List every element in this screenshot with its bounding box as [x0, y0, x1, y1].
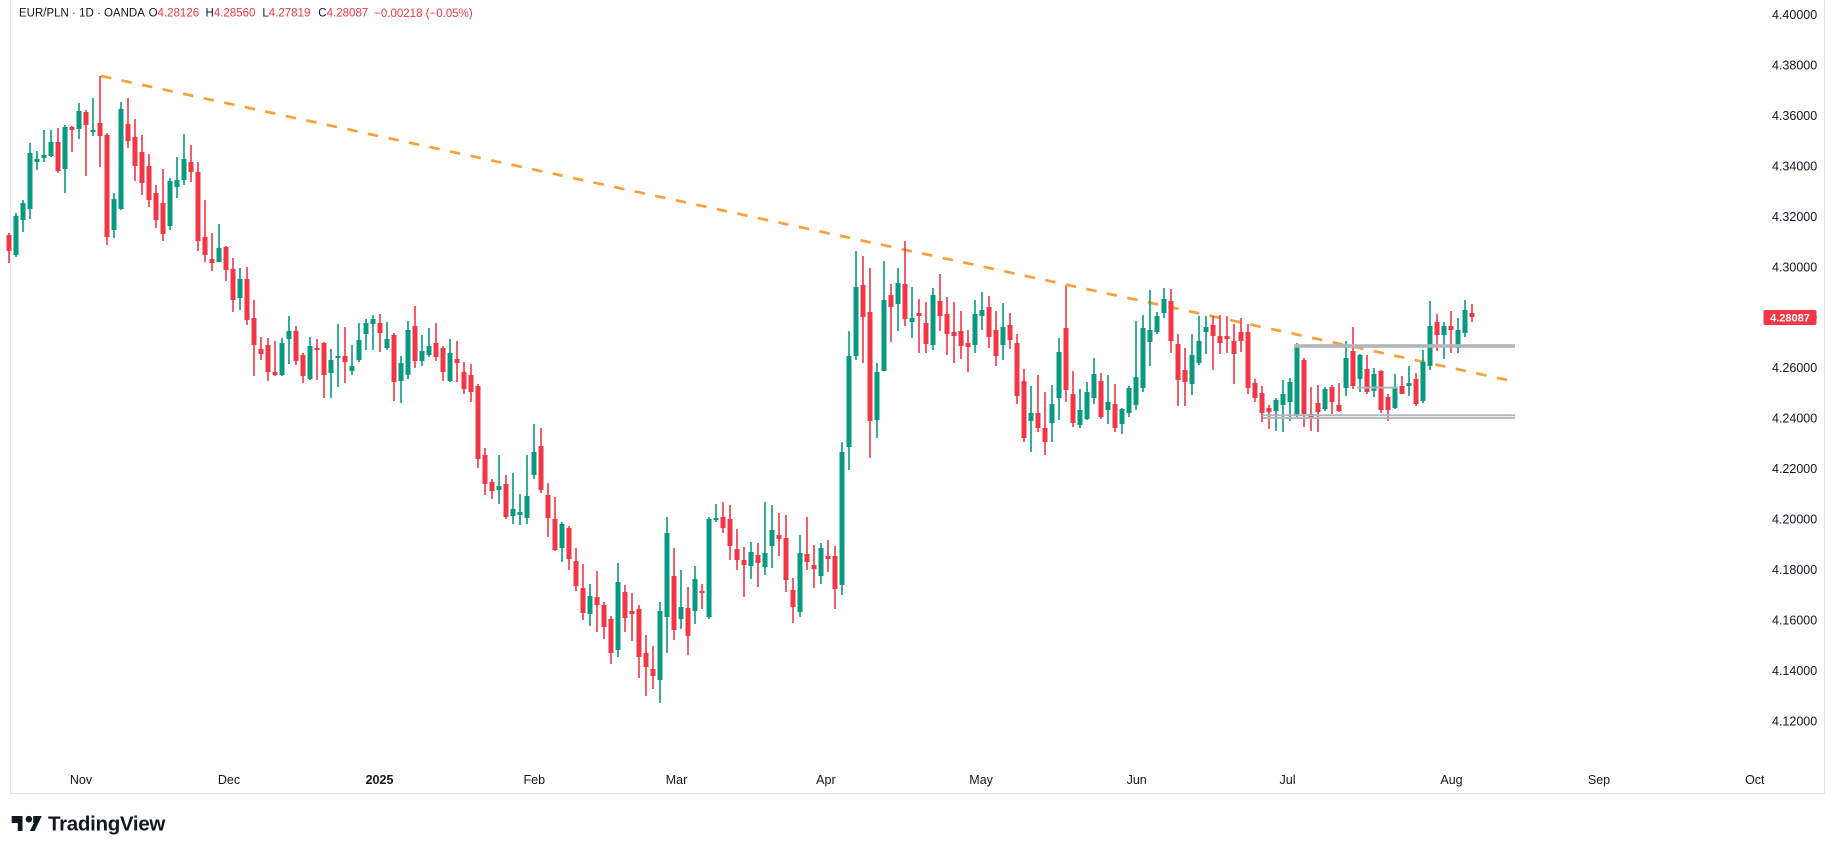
svg-text:Oct: Oct [1745, 773, 1765, 787]
svg-text:4.20000: 4.20000 [1772, 513, 1817, 527]
svg-text:4.14000: 4.14000 [1772, 664, 1817, 678]
svg-text:Mar: Mar [666, 773, 688, 787]
svg-text:4.30000: 4.30000 [1772, 260, 1817, 274]
svg-text:4.36000: 4.36000 [1772, 109, 1817, 123]
svg-text:4.18000: 4.18000 [1772, 563, 1817, 577]
svg-text:O4.28126: O4.28126 [149, 8, 200, 20]
svg-text:4.24000: 4.24000 [1772, 412, 1817, 426]
svg-text:4.38000: 4.38000 [1772, 59, 1817, 73]
svg-text:4.16000: 4.16000 [1772, 614, 1817, 628]
svg-text:Dec: Dec [218, 773, 240, 787]
svg-text:4.12000: 4.12000 [1772, 714, 1817, 728]
svg-text:Apr: Apr [816, 773, 835, 787]
svg-text:4.26000: 4.26000 [1772, 361, 1817, 375]
svg-text:L4.27819: L4.27819 [262, 8, 310, 20]
svg-text:Aug: Aug [1440, 773, 1462, 787]
svg-text:H4.28560: H4.28560 [206, 8, 256, 20]
svg-text:Jul: Jul [1280, 773, 1296, 787]
svg-text:4.34000: 4.34000 [1772, 159, 1817, 173]
svg-text:4.28087: 4.28087 [1770, 313, 1810, 325]
svg-text:4.40000: 4.40000 [1772, 8, 1817, 22]
svg-text:TradingView: TradingView [48, 813, 165, 836]
svg-text:4.22000: 4.22000 [1772, 462, 1817, 476]
svg-text:Jun: Jun [1127, 773, 1147, 787]
svg-text:May: May [969, 773, 993, 787]
svg-text:−0.00218 (−0.05%): −0.00218 (−0.05%) [374, 8, 473, 20]
svg-text:C4.28087: C4.28087 [318, 8, 368, 20]
svg-text:Sep: Sep [1588, 773, 1610, 787]
svg-text:EUR/PLN · 1D · OANDA: EUR/PLN · 1D · OANDA [19, 8, 145, 20]
svg-text:Feb: Feb [524, 773, 546, 787]
svg-text:2025: 2025 [366, 773, 394, 787]
svg-text:4.32000: 4.32000 [1772, 210, 1817, 224]
svg-text:Nov: Nov [70, 773, 93, 787]
